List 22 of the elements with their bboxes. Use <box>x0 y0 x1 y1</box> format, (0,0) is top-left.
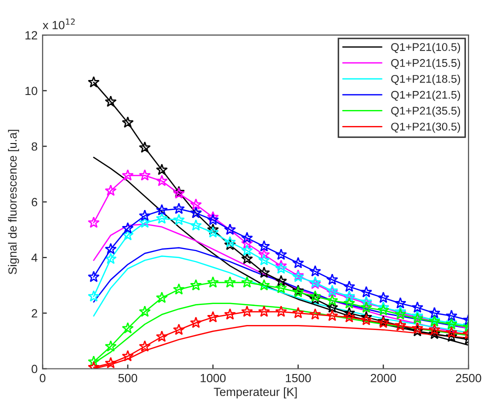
y-tick-label: 2 <box>32 309 38 318</box>
y-tick-label: 10 <box>26 86 38 96</box>
text: x 10$^{12}$ <box>42 18 75 30</box>
legend-label: Q1+P21(35.5) <box>391 106 460 117</box>
y-tick-label: 4 <box>31 254 38 262</box>
y-tick-label: 12 <box>26 31 38 40</box>
legend-label: Q1+P21(15.5) <box>391 58 460 70</box>
y-tick-label: 8 <box>32 142 38 151</box>
x-axis-title: Temperateur [K] <box>214 387 297 398</box>
legend-label: Q1+P21(10.5) <box>391 42 460 54</box>
x-tick-label: 2500 <box>456 374 482 382</box>
x-tick-label: 1000 <box>200 374 226 382</box>
x-tick-label: 500 <box>118 374 138 382</box>
legend-label: Q1+P21(30.5) <box>391 122 460 133</box>
y-tick-label: 0 <box>32 364 38 374</box>
y-tick-label: 6 <box>32 198 38 206</box>
y-axis-title: Signal de fluorescence [u.a] <box>8 130 20 274</box>
x-tick-label: 0 <box>40 374 46 382</box>
legend-label: Q1+P21(21.5) <box>391 90 460 101</box>
x-tick-label: 2000 <box>370 374 396 382</box>
legend-label: Q1+P21(18.5) <box>391 74 460 86</box>
x-tick-label: 1500 <box>286 374 311 382</box>
